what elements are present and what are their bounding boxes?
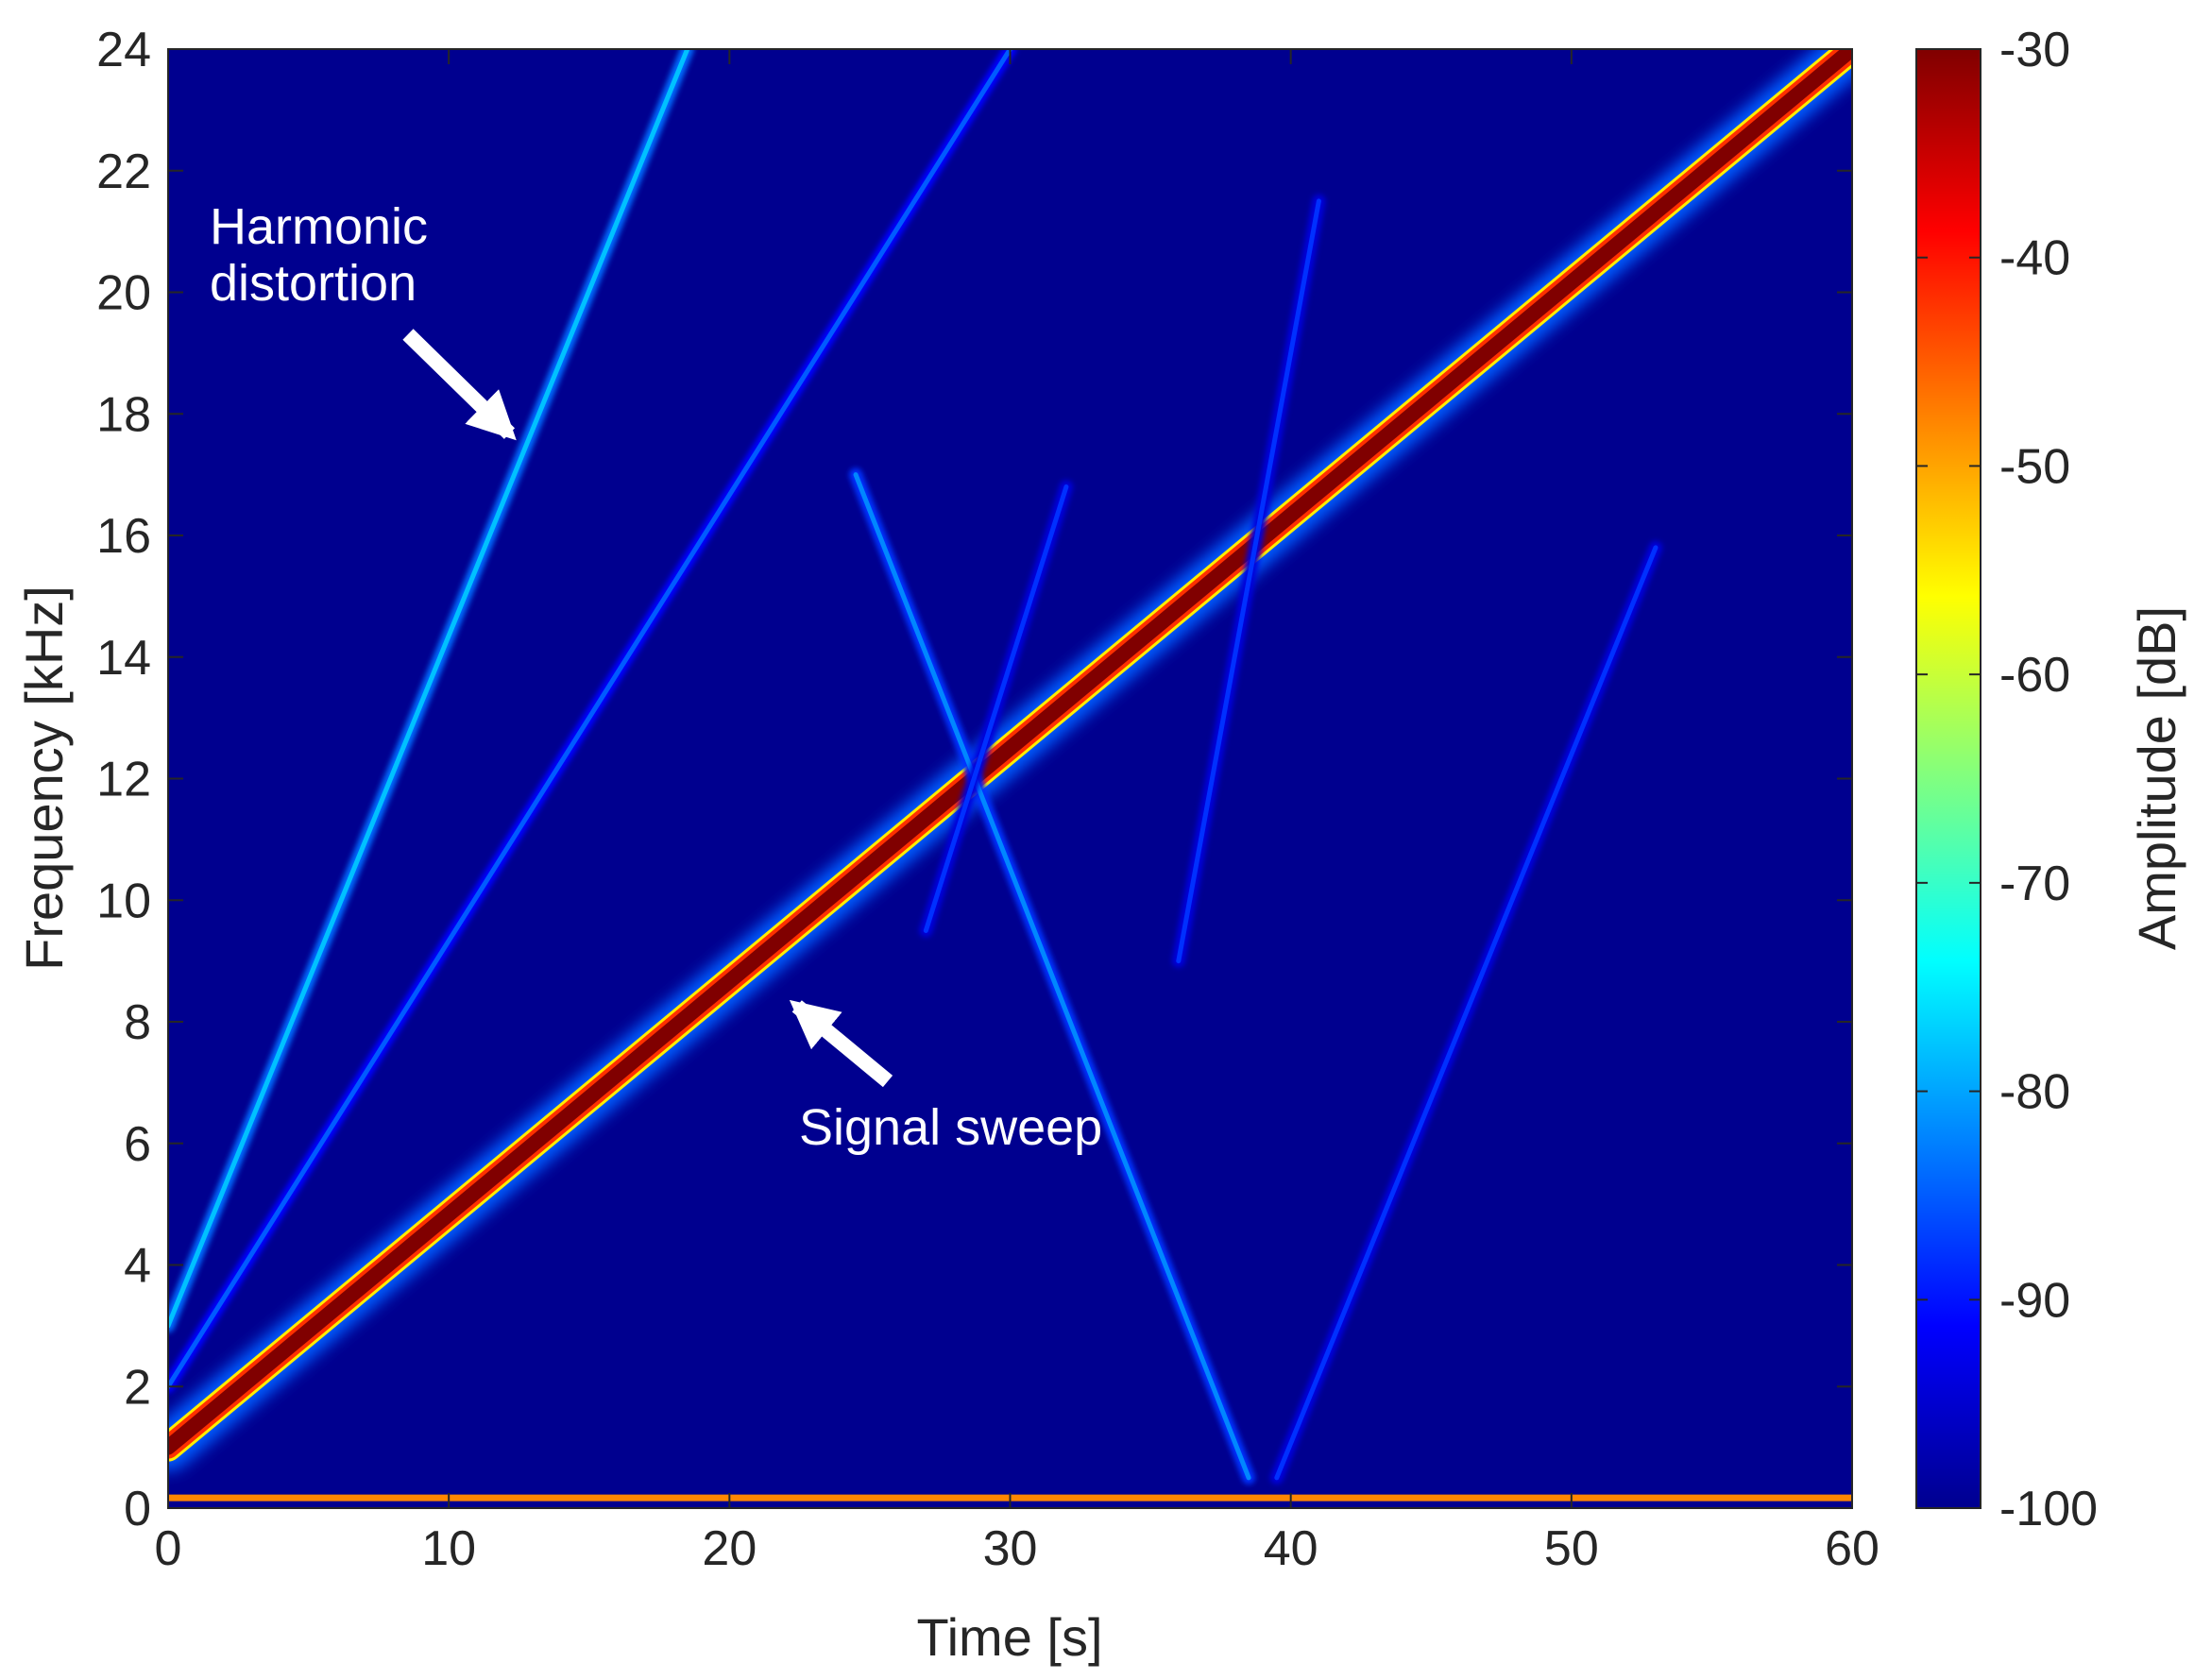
series-3 <box>849 467 1256 1485</box>
spectral-lines <box>168 49 1852 1505</box>
colorbar-ticks: -30 -40 -50 -60 -70 -80 -90 -100 <box>1916 23 2098 1536</box>
annotation-signal-sweep: Signal sweep <box>789 999 1102 1156</box>
y-tick-label-2: 4 <box>124 1239 151 1294</box>
y-tick-label-3: 6 <box>124 1117 151 1172</box>
x-tick-label-2: 20 <box>702 1521 757 1576</box>
colorbar-scale <box>1915 48 1981 1509</box>
colorbar-tick-label-3: -60 <box>1999 648 2070 703</box>
y-tick-label-0: 0 <box>124 1482 151 1536</box>
annotation-harmonic-line-1: Harmonic <box>210 198 428 255</box>
y-tick-label-1: 2 <box>124 1360 151 1415</box>
colorbar-tick-label-0: -30 <box>1999 23 2070 77</box>
y-tick-label-12: 24 <box>96 23 151 77</box>
x-tick-label-0: 0 <box>155 1521 182 1576</box>
series-1-line <box>168 49 1012 1389</box>
annotation-harmonic-arrow <box>402 329 517 441</box>
x-tick-label-3: 30 <box>983 1521 1038 1576</box>
colorbar-tick-label-7: -100 <box>1999 1482 2098 1536</box>
x-tick-label-5: 50 <box>1544 1521 1599 1576</box>
x-tick-label-1: 10 <box>421 1521 476 1576</box>
x-axis-ticks: 0 10 20 30 40 50 60 <box>155 49 1879 1576</box>
annotation-harmonic-text: Harmonic distortion <box>210 198 442 312</box>
annotation-harmonic-line-2: distortion <box>210 255 417 312</box>
y-axis-label: Frequency [kHz] <box>14 585 74 971</box>
colorbar-label: Amplitude [dB] <box>2127 606 2186 950</box>
y-tick-label-7: 14 <box>96 631 151 686</box>
colorbar-tick-label-4: -70 <box>1999 857 2070 911</box>
series-4 <box>919 480 1073 938</box>
y-tick-label-6: 12 <box>96 753 151 807</box>
series-2-line <box>168 49 690 1329</box>
colorbar-tick-label-6: -90 <box>1999 1273 2070 1328</box>
series-5-line <box>1176 198 1321 964</box>
annotation-sweep-text: Signal sweep <box>799 1099 1102 1156</box>
annotation-sweep-arrow <box>789 999 893 1088</box>
x-axis-label: Time [s] <box>916 1607 1102 1667</box>
series-2 <box>168 49 694 1332</box>
series-3-line <box>853 472 1251 1481</box>
series-6-line <box>1274 545 1658 1481</box>
series-4-line <box>923 484 1069 933</box>
series-0 <box>168 49 1852 1471</box>
y-tick-label-10: 20 <box>96 266 151 321</box>
colorbar-tick-label-5: -80 <box>1999 1065 2070 1120</box>
series-5 <box>1171 194 1326 968</box>
series-1 <box>168 49 1017 1394</box>
y-tick-label-8: 16 <box>96 509 151 564</box>
x-tick-label-6: 60 <box>1825 1521 1879 1576</box>
annotation-harmonic-distortion: Harmonic distortion <box>210 198 517 441</box>
series-6 <box>1269 540 1662 1485</box>
y-tick-label-9: 18 <box>96 387 151 442</box>
colorbar: -30 -40 -50 -60 -70 -80 -90 -100 Amplitude [dB] <box>1915 23 2186 1536</box>
x-tick-label-4: 40 <box>1264 1521 1318 1576</box>
y-tick-label-11: 22 <box>96 144 151 199</box>
colorbar-tick-label-1: -40 <box>1999 231 2070 286</box>
y-tick-label-4: 8 <box>124 995 151 1050</box>
y-tick-label-5: 10 <box>96 874 151 928</box>
colorbar-tick-label-2: -50 <box>1999 439 2070 494</box>
series-0-line <box>168 49 1852 1455</box>
